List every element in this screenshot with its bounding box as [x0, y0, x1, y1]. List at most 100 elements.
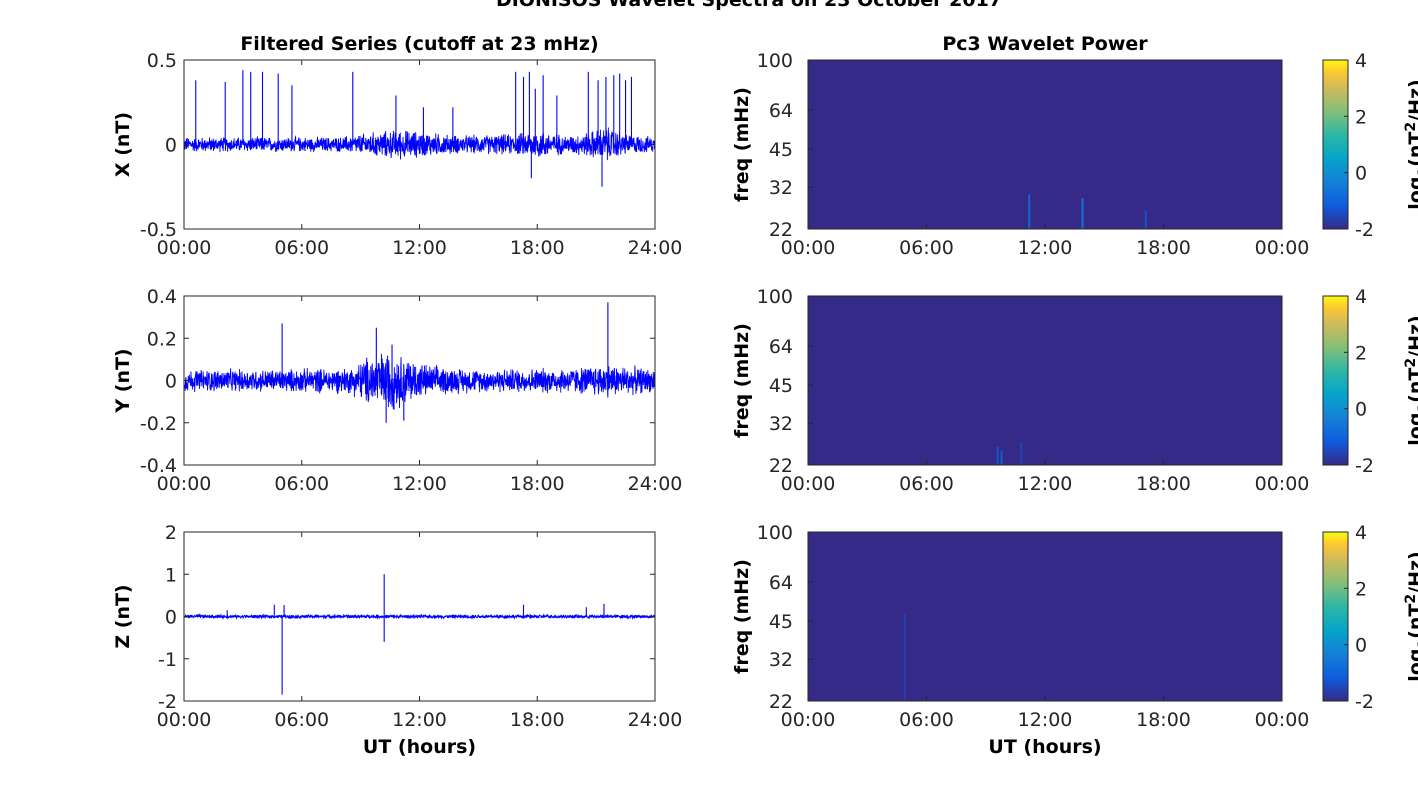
x-tick-label-3: 18:00: [510, 473, 565, 495]
x-tick-label-2: 12:00: [1018, 237, 1073, 259]
colorbar-tick-label-0: 4: [1355, 50, 1367, 72]
colorbar-gradient: [1322, 295, 1349, 466]
heatmap-panel-1: 00:00 06:00 12:00 18:00 00:00 100 64 45 32 22 freq…: [731, 33, 1418, 259]
x-tick-label-4: 24:00: [628, 709, 683, 731]
y-tick-label-0: 100: [757, 522, 793, 544]
x-tick-label-2: 12:00: [1018, 473, 1073, 495]
colorbar-tick-label-1: 2: [1355, 578, 1367, 600]
colorbar-tick-label-2: 0: [1355, 635, 1367, 657]
y-tick-label-1: 64: [769, 336, 793, 358]
x-tick-label-1: 06:00: [899, 709, 954, 731]
x-tick-label-4: 24:00: [628, 237, 683, 259]
y-tick-label-2: 45: [769, 611, 793, 633]
y-tick-label-1: 64: [769, 572, 793, 594]
y-tick-label-2: -0.5: [140, 219, 177, 241]
x-tick-label-3: 18:00: [1136, 473, 1191, 495]
x-tick-label-1: 06:00: [899, 473, 954, 495]
x-axis-label: UT (hours): [363, 736, 476, 758]
y-tick-label-4: 22: [769, 455, 793, 477]
y-tick-label-4: 22: [769, 691, 793, 713]
colorbar-label: log2(nT2/Hz): [1403, 315, 1418, 445]
x-tick-label-3: 18:00: [1136, 709, 1191, 731]
y-tick-label-0: 0.5: [147, 50, 177, 72]
x-tick-label-1: 06:00: [899, 237, 954, 259]
y-tick-label-2: 45: [769, 375, 793, 397]
x-tick-label-0: 00:00: [781, 237, 836, 259]
power-feature-2: [1020, 442, 1023, 465]
y-tick-label-0: 100: [757, 286, 793, 308]
power-feature-0: [996, 446, 999, 465]
y-tick-label-3: -0.2: [140, 413, 177, 435]
figure-suptitle: DIONISOS Wavelet Spectra on 23 October 2…: [496, 0, 1002, 11]
y-axis-label: X (nT): [112, 112, 134, 177]
y-tick-label-4: -0.4: [140, 455, 177, 477]
y-tick-label-3: -1: [158, 649, 177, 671]
colorbar: 4 2 0 -2 log2(nT2/Hz): [1322, 522, 1418, 713]
colorbar: 4 2 0 -2 log2(nT2/Hz): [1322, 50, 1418, 241]
x-axis-label: UT (hours): [988, 736, 1101, 758]
panel-title: Filtered Series (cutoff at 23 mHz): [240, 33, 598, 55]
x-tick-label-2: 12:00: [392, 473, 447, 495]
x-tick-label-1: 06:00: [274, 473, 329, 495]
x-tick-label-4: 00:00: [1255, 709, 1310, 731]
x-tick-label-2: 12:00: [392, 237, 447, 259]
heatmap-panel-5: 00:00 06:00 12:00 18:00 00:00 100 64 45 32 22 freq…: [731, 522, 1418, 758]
line-panel-2: 00:00 06:00 12:00 18:00 24:00 0.4 0.2 0 -0.2 -0.4…: [112, 286, 682, 495]
colorbar-label: log2(nT2/Hz): [1403, 551, 1418, 681]
x-tick-label-3: 18:00: [510, 237, 565, 259]
colorbar: 4 2 0 -2 log2(nT2/Hz): [1322, 286, 1418, 477]
x-tick-label-4: 00:00: [1255, 237, 1310, 259]
x-tick-label-0: 00:00: [781, 473, 836, 495]
y-tick-label-1: 64: [769, 100, 793, 122]
colorbar-tick-label-1: 2: [1355, 106, 1367, 128]
series-trace: [184, 353, 655, 410]
y-tick-label-4: -2: [158, 691, 177, 713]
colorbar-gradient: [1322, 531, 1349, 702]
x-tick-label-4: 24:00: [628, 473, 683, 495]
power-feature-0: [1028, 194, 1031, 229]
y-axis-label: freq (mHz): [731, 559, 753, 674]
x-tick-label-4: 00:00: [1255, 473, 1310, 495]
x-tick-label-0: 00:00: [157, 709, 212, 731]
y-tick-label-3: 32: [769, 649, 793, 671]
series-trace: [184, 612, 655, 621]
power-feature-1: [1000, 450, 1003, 465]
panel-title: Pc3 Wavelet Power: [942, 33, 1148, 55]
x-tick-label-0: 00:00: [157, 237, 212, 259]
y-tick-label-3: 32: [769, 177, 793, 199]
colorbar-tick-label-3: -2: [1355, 455, 1374, 477]
colorbar-tick-label-1: 2: [1355, 342, 1367, 364]
y-axis-label: Y (nT): [112, 348, 134, 413]
y-axis-label: Z (nT): [112, 584, 134, 648]
colorbar-tick-label-2: 0: [1355, 399, 1367, 421]
y-tick-label-0: 100: [757, 50, 793, 72]
x-tick-label-3: 18:00: [510, 709, 565, 731]
colorbar-tick-label-2: 0: [1355, 163, 1367, 185]
y-tick-label-4: 22: [769, 219, 793, 241]
colorbar-tick-label-0: 4: [1355, 522, 1367, 544]
colorbar-label: log2(nT2/Hz): [1403, 79, 1418, 209]
x-tick-label-0: 00:00: [781, 709, 836, 731]
y-tick-label-2: 0: [165, 371, 177, 393]
y-tick-label-3: 32: [769, 413, 793, 435]
heatmap-panel-3: 00:00 06:00 12:00 18:00 00:00 100 64 45 32 22 freq…: [731, 286, 1418, 495]
colorbar-tick-label-0: 4: [1355, 286, 1367, 308]
y-tick-label-1: 0.2: [147, 328, 177, 350]
y-axis-label: freq (mHz): [731, 87, 753, 202]
x-tick-label-2: 12:00: [392, 709, 447, 731]
y-tick-label-0: 0.4: [147, 286, 177, 308]
y-axis-label: freq (mHz): [731, 323, 753, 438]
power-feature-2: [1144, 210, 1147, 229]
heatmap-background: [808, 532, 1282, 701]
y-tick-label-1: 0: [165, 135, 177, 157]
heatmap-background: [808, 296, 1282, 465]
y-tick-label-1: 1: [165, 564, 177, 586]
x-tick-label-3: 18:00: [1136, 237, 1191, 259]
x-tick-label-1: 06:00: [274, 709, 329, 731]
power-feature-0: [903, 613, 906, 701]
y-tick-label-2: 45: [769, 139, 793, 161]
heatmap-background: [808, 60, 1282, 229]
x-tick-label-0: 00:00: [157, 473, 212, 495]
power-feature-1: [1081, 198, 1084, 229]
